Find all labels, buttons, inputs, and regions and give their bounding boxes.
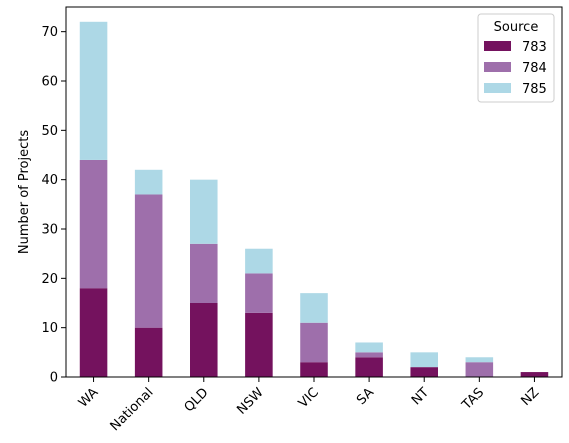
bar-nt-783 [410,367,438,377]
bar-wa-785 [79,21,108,160]
legend-label-783: 783 [522,40,547,55]
y-tick-label: 70 [41,25,58,40]
x-tick-label: NT [409,385,432,408]
bar-sa-785 [355,342,383,353]
bar-vic-785 [300,293,328,323]
x-tick-label: TAS [459,385,487,413]
legend-title: Source [494,20,539,35]
y-tick-label: 40 [41,173,58,188]
legend: Source 783 784 785 [477,13,555,103]
bar-tas-784 [465,362,494,377]
y-tick-label: 0 [50,371,58,386]
legend-swatch-783 [484,41,511,51]
x-tick-label: VIC [296,385,322,411]
bar-nt-785 [410,352,438,368]
bar-qld-784 [190,243,218,303]
y-axis-label: Number of Projects [17,130,32,254]
x-tick-label: SA [354,385,377,408]
x-tick-label: NZ [518,385,542,409]
y-tick-label: 20 [41,272,58,287]
bar-national-783 [134,327,163,377]
bar-wa-783 [79,288,108,377]
bar-sa-783 [355,357,383,377]
y-tick-label: 10 [41,321,58,336]
y-tick-label: 30 [41,223,58,238]
bar-nsw-784 [245,273,273,313]
legend-swatch-784 [484,62,511,72]
bar-vic-783 [300,362,328,377]
plot-frame [65,6,563,378]
bar-nsw-785 [245,248,273,274]
x-tick-label: National [108,385,157,434]
bar-vic-784 [300,322,328,363]
bar-wa-784 [79,159,108,289]
bar-national-785 [134,169,163,195]
bar-tas-785 [465,357,494,363]
y-tick-label: 50 [41,124,58,139]
bar-nsw-783 [245,312,273,377]
bar-sa-784 [355,352,383,358]
legend-label-785: 785 [522,82,547,97]
legend-swatch-785 [484,83,511,93]
x-tick-label: QLD [182,385,212,415]
bar-nz-783 [520,372,549,377]
bar-qld-785 [190,179,218,244]
bars-layer [79,21,549,377]
x-tick-label: WA [76,385,102,411]
legend-label-784: 784 [522,61,547,76]
x-tick-label: NSW [234,385,267,418]
y-axis: 0 10 20 30 40 50 60 70 [41,25,66,386]
legend-box [477,13,555,103]
bar-qld-783 [190,303,218,377]
x-axis: WA National QLD NSW VIC SA NT TAS NZ [76,377,542,434]
y-tick-label: 60 [41,75,58,90]
bar-national-784 [134,194,163,328]
